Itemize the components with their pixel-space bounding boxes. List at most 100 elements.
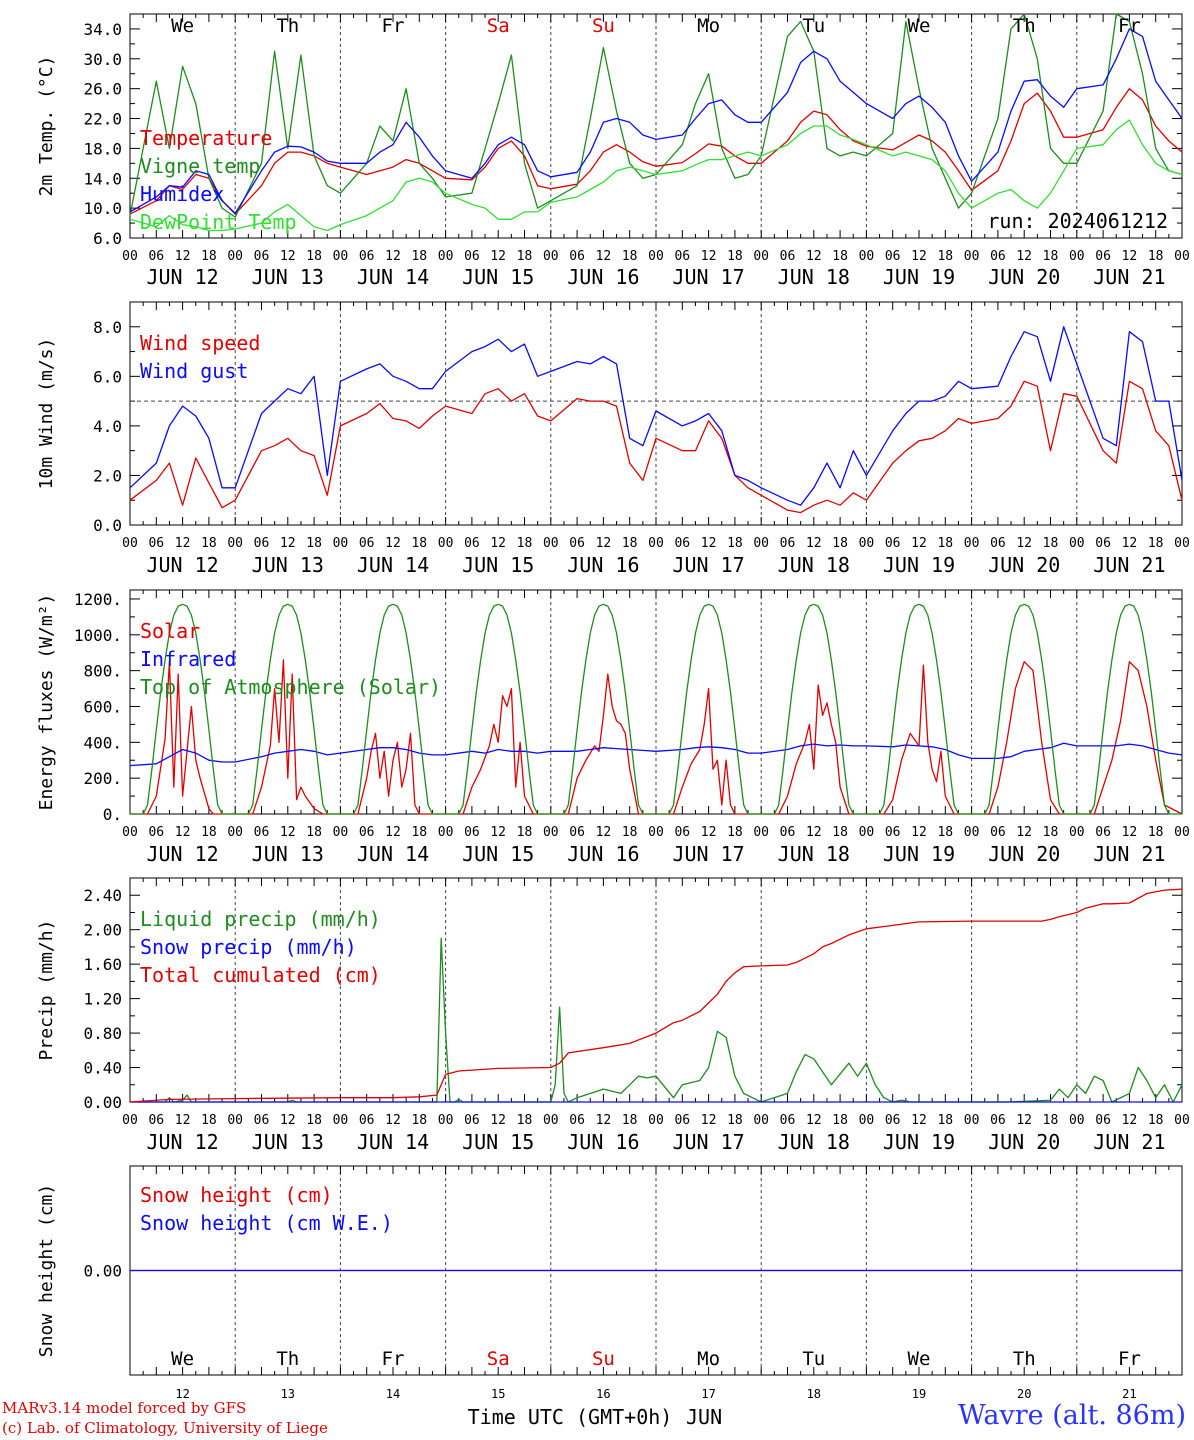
hour-tick-label: 06 xyxy=(674,536,690,551)
hour-tick-label: 00 xyxy=(227,536,243,551)
date-label: JUN 12 xyxy=(146,1130,218,1154)
legend-entry: Snow height (cm W.E.) xyxy=(140,1211,393,1235)
weekday-label: Su xyxy=(592,15,615,37)
y-tick-label: 4.0 xyxy=(93,417,122,436)
hour-tick-label: 18 xyxy=(1043,825,1059,840)
hour-tick-label: 00 xyxy=(964,536,980,551)
y-tick-label: 200. xyxy=(83,769,122,788)
hour-tick-label: 18 xyxy=(517,249,533,264)
date-label: JUN 13 xyxy=(252,553,324,577)
series-line-humidex xyxy=(129,28,1183,215)
y-axis-title: Snow height (cm) xyxy=(36,1184,57,1357)
hour-tick-label: 18 xyxy=(727,536,743,551)
hour-tick-label: 00 xyxy=(227,1113,243,1128)
y-tick-label: 0.00 xyxy=(83,1093,122,1112)
hour-tick-label: 06 xyxy=(569,249,585,264)
hour-tick-label: 18 xyxy=(306,825,322,840)
hour-tick-label: 00 xyxy=(1069,249,1085,264)
hour-tick-label: 18 xyxy=(1148,536,1164,551)
weekday-label: We xyxy=(908,15,931,37)
weekday-label: Tu xyxy=(802,1348,825,1370)
date-label: JUN 21 xyxy=(1093,842,1165,866)
date-label: JUN 17 xyxy=(672,553,744,577)
legend-entry: Vigne temp xyxy=(140,154,260,178)
y-tick-label: 1000. xyxy=(74,626,122,645)
hour-tick-label: 12 xyxy=(701,825,717,840)
series-line-dewpoint-temp xyxy=(129,119,1183,232)
series-line-total-cumulated-cm- xyxy=(129,888,1183,1103)
hour-tick-label: 12 xyxy=(701,1113,717,1128)
hour-tick-label: 12 xyxy=(385,1113,401,1128)
hour-tick-label: 12 xyxy=(175,249,191,264)
hour-tick-label: 12 xyxy=(596,825,612,840)
hour-tick-label: 12 xyxy=(806,249,822,264)
hour-tick-label: 12 xyxy=(701,536,717,551)
hour-tick-label: 06 xyxy=(674,825,690,840)
legend-entry: Infrared xyxy=(140,647,236,671)
y-tick-label: 30.0 xyxy=(83,50,122,69)
hour-tick-label: 18 xyxy=(1148,249,1164,264)
hour-tick-label: 00 xyxy=(1069,825,1085,840)
y-tick-label: 6.0 xyxy=(93,367,122,386)
hour-tick-label: 06 xyxy=(1095,536,1111,551)
hour-tick-label: 06 xyxy=(464,825,480,840)
hour-tick-label: 00 xyxy=(859,1113,875,1128)
date-label: JUN 15 xyxy=(462,553,534,577)
hour-tick-label: 18 xyxy=(1043,536,1059,551)
weekday-label: We xyxy=(171,15,194,37)
hour-tick-label: 00 xyxy=(859,536,875,551)
date-label: JUN 12 xyxy=(146,553,218,577)
date-label: JUN 19 xyxy=(883,842,955,866)
hour-tick-label: 06 xyxy=(990,536,1006,551)
day-number: 20 xyxy=(1017,1387,1031,1401)
weekday-label: Fr xyxy=(382,1348,405,1370)
hour-tick-label: 18 xyxy=(937,825,953,840)
weekday-label: Mo xyxy=(697,15,720,37)
hour-tick-label: 12 xyxy=(596,1113,612,1128)
hour-tick-label: 00 xyxy=(438,536,454,551)
hour-tick-label: 18 xyxy=(201,249,217,264)
date-label: JUN 14 xyxy=(357,265,429,289)
hour-tick-label: 12 xyxy=(280,825,296,840)
hour-tick-label: 00 xyxy=(227,825,243,840)
weekday-label: Fr xyxy=(382,15,405,37)
hour-tick-label: 06 xyxy=(254,1113,270,1128)
hour-tick-label: 00 xyxy=(753,1113,769,1128)
hour-tick-label: 12 xyxy=(911,536,927,551)
lab-credit: (c) Lab. of Climatology, University of L… xyxy=(2,1419,328,1437)
hour-tick-label: 00 xyxy=(333,1113,349,1128)
y-tick-label: 600. xyxy=(83,697,122,716)
hour-tick-label: 12 xyxy=(911,1113,927,1128)
hour-tick-label: 00 xyxy=(333,825,349,840)
weekday-label: Th xyxy=(276,15,299,37)
hour-tick-label: 06 xyxy=(254,536,270,551)
date-label: JUN 14 xyxy=(357,553,429,577)
hour-tick-label: 12 xyxy=(490,249,506,264)
hour-tick-label: 06 xyxy=(359,1113,375,1128)
y-axis-title: Precip (mm/h) xyxy=(36,920,57,1061)
hour-tick-label: 06 xyxy=(990,249,1006,264)
hour-tick-label: 12 xyxy=(911,249,927,264)
hour-tick-label: 06 xyxy=(464,1113,480,1128)
hour-tick-label: 06 xyxy=(569,1113,585,1128)
hour-tick-label: 06 xyxy=(148,825,164,840)
hour-tick-label: 12 xyxy=(911,825,927,840)
hour-tick-label: 00 xyxy=(122,1113,138,1128)
date-label: JUN 20 xyxy=(988,553,1060,577)
hour-tick-label: 00 xyxy=(122,825,138,840)
legend-entry: Temperature xyxy=(140,126,272,150)
y-tick-label: 22.0 xyxy=(83,110,122,129)
date-label: JUN 15 xyxy=(462,1130,534,1154)
y-axis-title: 2m Temp. (°C) xyxy=(36,56,57,197)
hour-tick-label: 18 xyxy=(727,825,743,840)
y-tick-label: 6.0 xyxy=(93,229,122,248)
hour-tick-label: 06 xyxy=(1095,825,1111,840)
series-line-top-of-atmosphere-solar- xyxy=(130,603,1182,815)
hour-tick-label: 00 xyxy=(438,825,454,840)
hour-tick-label: 06 xyxy=(359,249,375,264)
weekday-label: Sa xyxy=(487,1348,510,1370)
date-label: JUN 14 xyxy=(357,1130,429,1154)
hour-tick-label: 06 xyxy=(464,536,480,551)
hour-tick-label: 12 xyxy=(596,536,612,551)
panel-frame xyxy=(129,301,1183,526)
